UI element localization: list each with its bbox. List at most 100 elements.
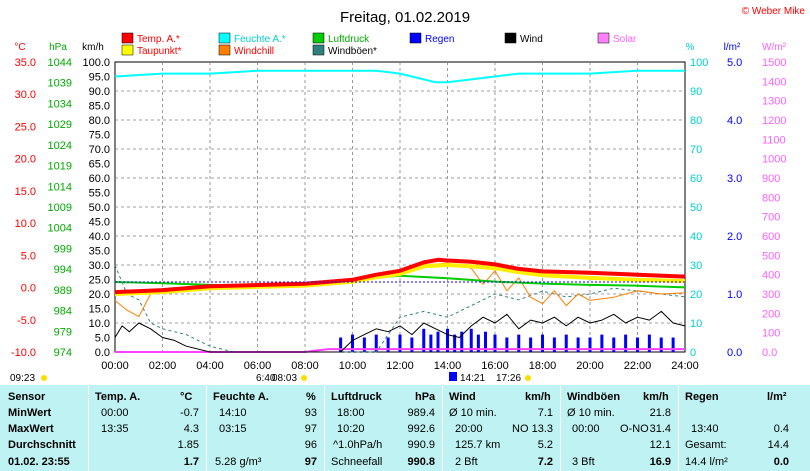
tick-label: 1039 (48, 78, 72, 90)
legend-swatch (218, 32, 231, 44)
tick-label: 1029 (48, 119, 72, 131)
tick-label: 50.0 (89, 202, 110, 214)
rain-bar (576, 337, 580, 352)
sunset-time: 17:26 (496, 373, 521, 384)
moon-icon (449, 372, 457, 381)
series-line (114, 310, 686, 353)
rain-bar (493, 334, 497, 352)
x-tick-label: 08:00 (291, 360, 319, 372)
rain-bar (429, 334, 433, 352)
legend-swatch (409, 32, 422, 44)
rain-bar (422, 328, 426, 352)
tick-label: 60.0 (89, 173, 110, 185)
tick-label: 600 (762, 231, 780, 243)
temp-min: -0.7 (180, 407, 199, 419)
x-tick-label: 10:00 (339, 360, 367, 372)
humid-max-time: 03:15 (219, 423, 247, 435)
tick-label: 100 (690, 57, 708, 69)
legend-swatch (121, 32, 134, 44)
row-avg: Durchschnitt (8, 439, 76, 451)
temp-now: 1.7 (183, 456, 199, 468)
row-date: 01.02. 23:55 (8, 456, 70, 468)
tick-label: 15.0 (89, 304, 110, 316)
temp-max: 4.3 (183, 423, 199, 435)
humid-min: 93 (304, 407, 317, 419)
tick-label: -5.0 (17, 315, 36, 327)
legend-label: Windböen* (328, 46, 377, 57)
press-max: 992.6 (407, 423, 435, 435)
tick-label: 5.0 (727, 57, 742, 69)
rain-bar (564, 334, 568, 352)
tick-label: 1100 (762, 134, 786, 146)
press-now: 990.8 (407, 456, 435, 468)
tick-label: 0.0 (21, 283, 36, 295)
tick-label: 80.0 (89, 115, 110, 127)
unit-humid: % (686, 42, 695, 53)
tick-label: 50 (690, 202, 702, 214)
rain-bar (671, 337, 675, 352)
temp-max-time: 13:35 (101, 423, 129, 435)
tick-label: 800 (762, 192, 780, 204)
tick-label: 4.0 (727, 115, 742, 127)
rain-bar (517, 334, 521, 352)
legend: Temp. A.* Feuchte A.* Luftdruck Regen Wind So… (121, 32, 637, 57)
gust-bft: 3 Bft (572, 456, 595, 468)
tick-label: 500 (762, 250, 780, 262)
rain-bar (436, 331, 440, 352)
gust-min-label: Ø 10 min. (567, 407, 615, 419)
rain-bar (552, 337, 556, 352)
rain-bar (588, 337, 592, 352)
tick-label: 0.0 (762, 347, 777, 359)
plot-area (114, 69, 686, 353)
legend-swatch (504, 32, 517, 44)
tick-label: 1004 (48, 223, 72, 235)
rain-total: 14.4 (767, 439, 789, 451)
hdr-wind: Wind (449, 391, 476, 403)
wind-bft: 2 Bft (455, 456, 478, 468)
tick-label: 5.0 (21, 250, 36, 262)
gust-min: 21.8 (649, 407, 671, 419)
legend-label: Solar (613, 34, 637, 45)
tick-label: 1024 (48, 140, 72, 152)
rain-bar (612, 337, 616, 352)
gust-max-dir: O-NO (620, 423, 649, 435)
tick-label: 1014 (48, 181, 72, 193)
x-tick-label: 20:00 (576, 360, 604, 372)
hdr-temp-unit: °C (180, 391, 193, 403)
legend-swatch (597, 32, 610, 44)
tick-label: 1000 (762, 154, 786, 166)
rain-total-label: Gesamt: (685, 439, 727, 451)
rain-max-time: 13:40 (691, 423, 719, 435)
rain-bar (410, 337, 414, 352)
tick-label: 1200 (762, 115, 786, 127)
unit-rain: l/m² (724, 42, 741, 53)
legend-swatch (121, 44, 134, 56)
press-snow-label: Schneefall (331, 456, 383, 468)
rain-bar (484, 331, 487, 352)
tick-label: 1034 (48, 98, 72, 110)
tick-label: 10.0 (89, 318, 110, 330)
x-tick-label: 22:00 (624, 360, 652, 372)
tick-label: 3.0 (727, 173, 742, 185)
tick-label: -10.0 (11, 347, 36, 359)
wind-now: 7.2 (537, 456, 553, 468)
x-tick-label: 16:00 (481, 360, 509, 372)
chart-title: Freitag, 01.02.2019 (340, 9, 470, 26)
press-min: 989.4 (407, 407, 435, 419)
series-line (114, 264, 686, 353)
tick-label: 974 (54, 347, 72, 359)
gust-max: 31.4 (649, 423, 671, 435)
hdr-press-unit: hPa (415, 391, 436, 403)
sunrise-time: 08:03 (272, 373, 297, 384)
humid-avg: 96 (304, 439, 317, 451)
hdr-gust-unit: km/h (643, 391, 669, 403)
humid-now: 97 (304, 456, 317, 468)
hdr-temp: Temp. A. (95, 391, 141, 403)
tick-label: 999 (54, 243, 72, 255)
rain-bar (624, 334, 628, 352)
tick-label: 20.0 (89, 289, 110, 301)
gust-now: 16.9 (649, 456, 671, 468)
hdr-humid-unit: % (306, 391, 316, 403)
tick-label: 400 (762, 270, 780, 282)
